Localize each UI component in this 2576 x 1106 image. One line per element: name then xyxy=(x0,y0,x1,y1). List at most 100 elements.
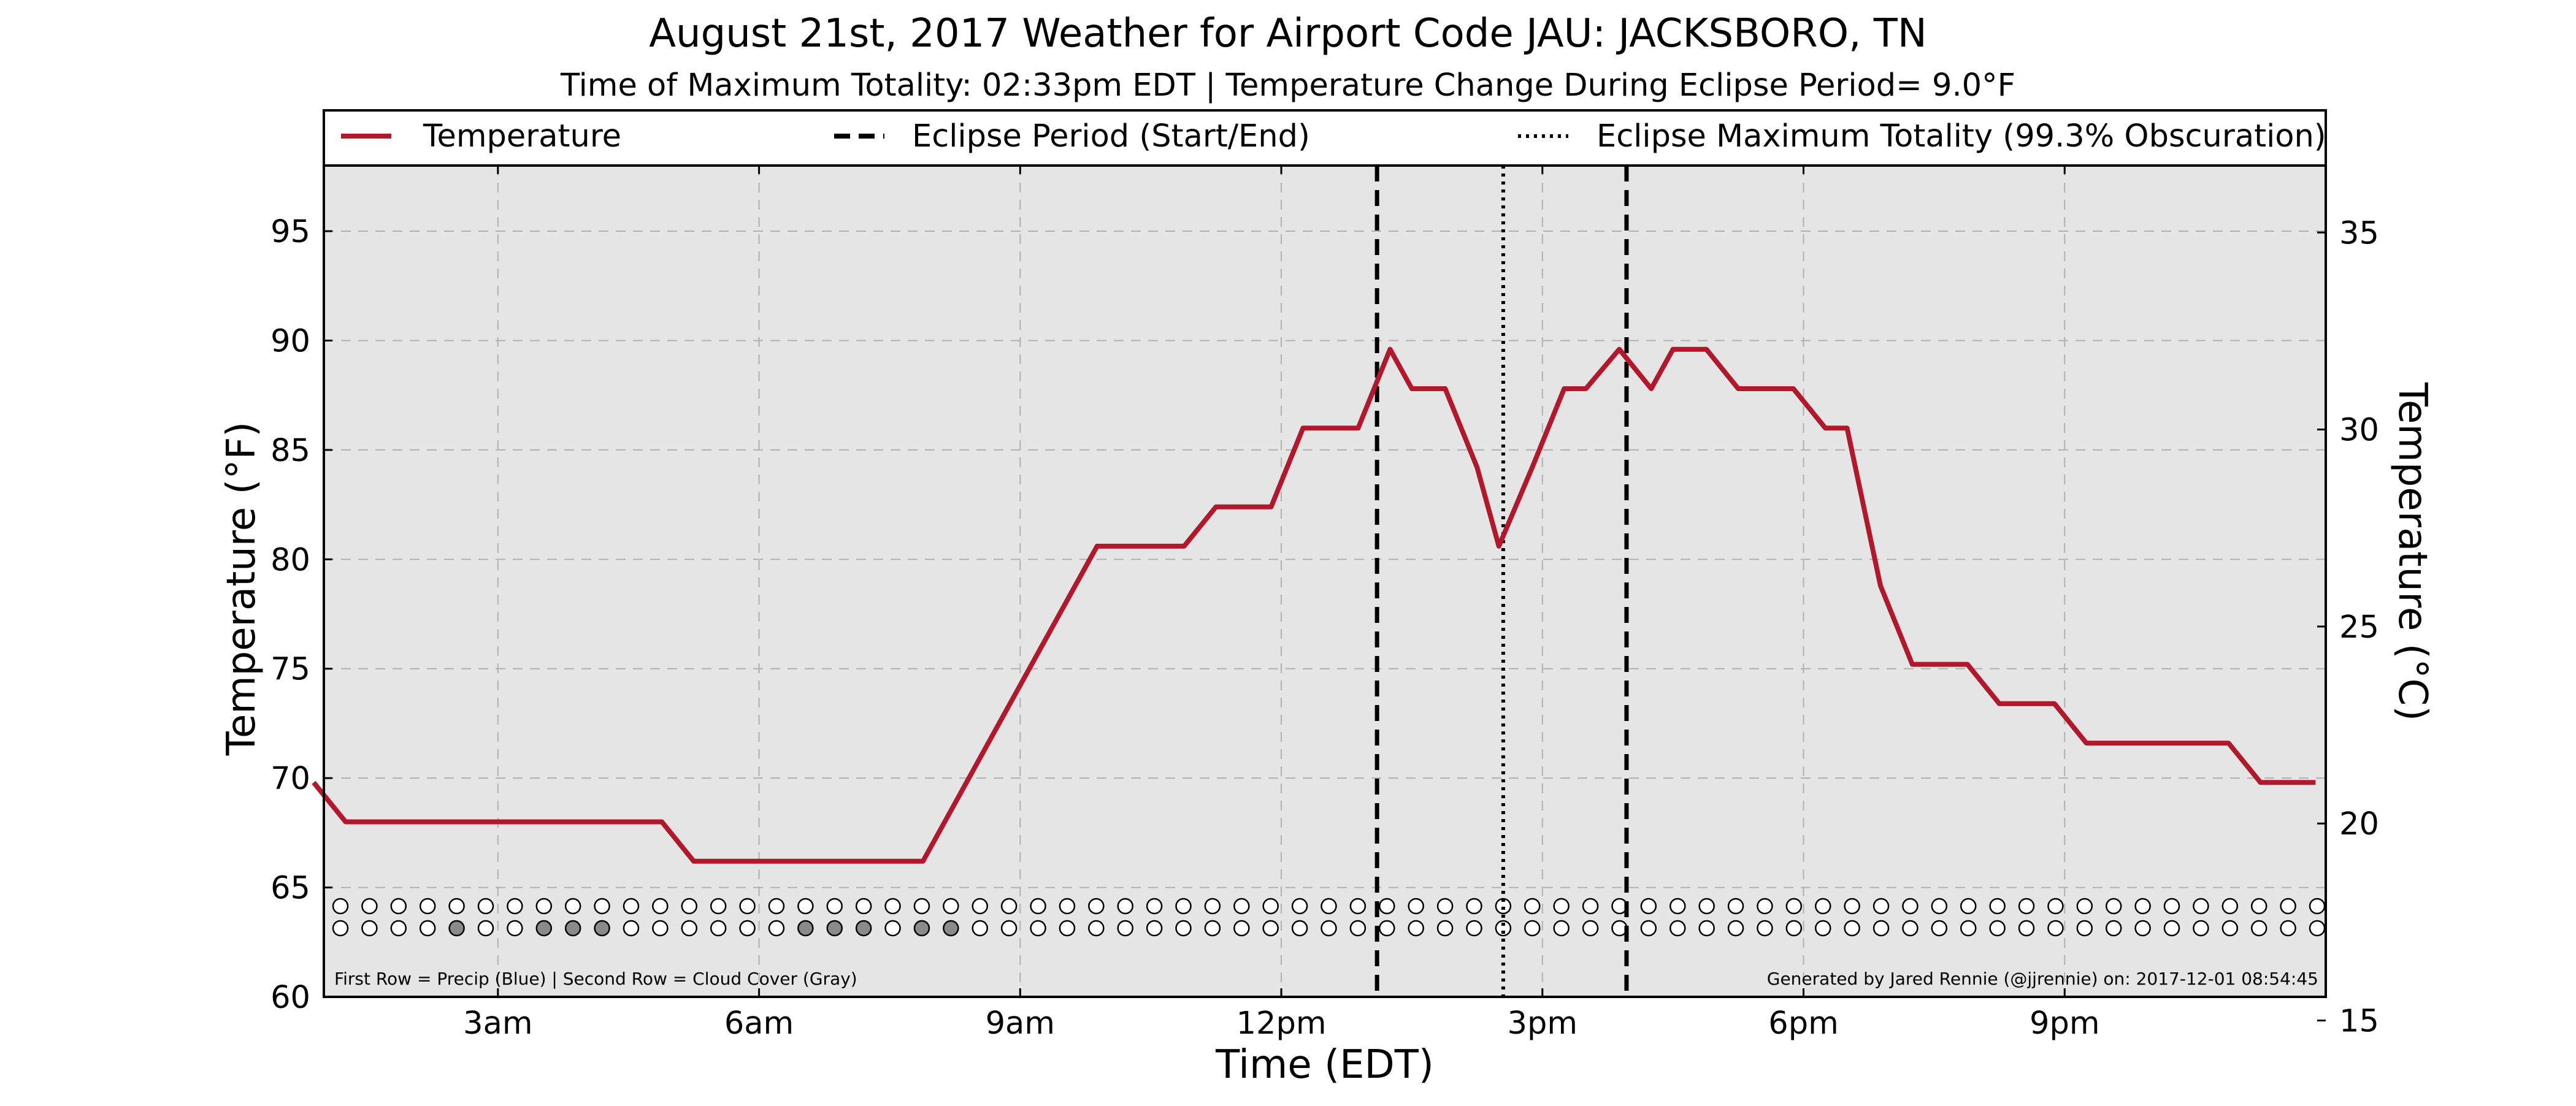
precip-indicator-dot xyxy=(1727,898,1744,915)
cloud-cover-indicator-dot xyxy=(1553,920,1570,937)
precip-indicator-dot xyxy=(332,898,349,915)
cloud-cover-indicator-dot xyxy=(1321,920,1337,937)
precip-indicator-dot xyxy=(972,898,988,915)
cloud-cover-indicator-dot xyxy=(2280,920,2296,937)
cloud-cover-indicator-dot xyxy=(535,920,553,937)
y-tick-label: 85 xyxy=(270,433,310,469)
cloud-cover-indicator-dot xyxy=(1815,920,1831,937)
legend-label: Temperature xyxy=(423,118,621,154)
x-tick-label: 6am xyxy=(724,1005,794,1042)
precip-indicator-dot xyxy=(1321,898,1337,915)
plot-frame xyxy=(323,109,2327,998)
cloud-cover-indicator-dot xyxy=(594,920,610,937)
precip-indicator-dot xyxy=(2221,898,2239,915)
cloud-cover-indicator-dot xyxy=(564,920,581,937)
y-tick-label: 80 xyxy=(270,542,310,578)
precip-indicator-dot xyxy=(564,898,581,915)
precip-indicator-dot xyxy=(1873,898,1890,915)
precip-indicator-dot xyxy=(1785,898,1803,915)
cloud-cover-indicator-dot xyxy=(390,920,407,937)
precip-indicator-dot xyxy=(419,898,436,915)
cloud-cover-indicator-dot xyxy=(1495,920,1512,937)
cloud-cover-indicator-dot xyxy=(2134,920,2151,937)
precip-indicator-dot xyxy=(1059,898,1076,915)
precip-indicator-dot xyxy=(1757,898,1773,915)
cloud-cover-indicator-dot xyxy=(1669,920,1686,937)
cloud-cover-indicator-dot xyxy=(2163,920,2180,937)
precip-indicator-dot xyxy=(507,898,523,915)
cloud-cover-indicator-dot xyxy=(1757,920,1773,937)
cloud-cover-indicator-dot xyxy=(913,920,930,937)
cloud-cover-indicator-dot xyxy=(1727,920,1744,937)
precip-indicator-dot xyxy=(623,898,640,915)
x-tick-label: 12pm xyxy=(1236,1005,1327,1042)
precip-indicator-dot xyxy=(2250,898,2267,915)
precip-indicator-dot xyxy=(1379,898,1395,915)
cloud-cover-indicator-dot xyxy=(884,920,901,937)
cloud-cover-indicator-dot xyxy=(1931,920,1948,937)
series-lines xyxy=(312,346,2316,864)
cloud-cover-indicator-dot xyxy=(507,920,523,937)
precip-indicator-dot xyxy=(1408,898,1424,915)
precip-indicator-dot xyxy=(1960,898,1977,915)
precip-indicator-dot xyxy=(943,898,959,915)
precip-indicator-dot xyxy=(826,898,843,915)
x-tick-label: 3pm xyxy=(1508,1005,1578,1042)
cloud-cover-indicator-dot xyxy=(768,920,785,937)
precip-indicator-dot xyxy=(594,898,610,915)
precip-indicator-dot xyxy=(361,898,378,915)
cloud-cover-indicator-dot xyxy=(477,920,494,937)
precip-indicator-dot xyxy=(1989,898,2006,915)
precip-indicator-dot xyxy=(1815,898,1831,915)
indicator-rows xyxy=(332,898,2326,937)
cloud-cover-indicator-dot xyxy=(1873,920,1890,937)
y-right-tick-label: 30 xyxy=(2339,413,2379,449)
precip-indicator-dot xyxy=(1553,898,1570,915)
cloud-cover-indicator-dot xyxy=(1349,920,1367,937)
legend-label: Eclipse Maximum Totality (99.3% Obscurat… xyxy=(1597,118,2326,154)
cloud-cover-indicator-dot xyxy=(1117,920,1133,937)
cloud-cover-indicator-dot xyxy=(1059,920,1076,937)
cloud-cover-indicator-dot xyxy=(1844,920,1860,937)
cloud-cover-indicator-dot xyxy=(2076,920,2093,937)
cloud-cover-indicator-dot xyxy=(1088,920,1105,937)
cloud-cover-indicator-dot xyxy=(2221,920,2239,937)
cloud-cover-indicator-dot xyxy=(2047,920,2064,937)
y-tick-label: 95 xyxy=(270,214,310,250)
cloud-cover-indicator-dot xyxy=(1960,920,1977,937)
precip-indicator-dot xyxy=(1436,898,1454,915)
cloud-cover-indicator-dot xyxy=(419,920,436,937)
cloud-cover-indicator-dot xyxy=(1030,920,1046,937)
plot-area xyxy=(324,166,2326,997)
cloud-cover-indicator-dot xyxy=(2193,920,2209,937)
precip-indicator-dot xyxy=(477,898,494,915)
precip-indicator-dot xyxy=(1669,898,1686,915)
y-axis-right-label: Temperature (°C) xyxy=(2390,382,2435,721)
chart-subtitle: Time of Maximum Totality: 02:33pm EDT | … xyxy=(560,67,2015,104)
y-tick-label: 70 xyxy=(270,761,310,797)
cloud-cover-indicator-dot xyxy=(739,920,756,937)
grid-lines xyxy=(324,166,2326,997)
precip-indicator-dot xyxy=(884,898,901,915)
precip-indicator-dot xyxy=(1698,898,1715,915)
cloud-cover-indicator-dot xyxy=(2250,920,2267,937)
cloud-cover-indicator-dot xyxy=(681,920,698,937)
cloud-cover-indicator-dot xyxy=(1524,920,1541,937)
legend-label: Eclipse Period (Start/End) xyxy=(912,118,1310,154)
cloud-cover-indicator-dot xyxy=(1902,920,1919,937)
y-axis-ticks: 60 65 70 75 80 85 90 95 xyxy=(270,214,332,1016)
precip-indicator-dot xyxy=(710,898,727,915)
precip-indicator-dot xyxy=(1117,898,1133,915)
y-tick-label: 60 xyxy=(270,980,310,1016)
precip-indicator-dot xyxy=(1349,898,1367,915)
y-tick-label: 75 xyxy=(270,652,310,688)
precip-indicator-dot xyxy=(2047,898,2064,915)
precip-indicator-dot xyxy=(1931,898,1948,915)
legend: Temperature Eclipse Period (Start/End) Ecl… xyxy=(341,118,2326,154)
cloud-cover-indicator-dot xyxy=(652,920,669,937)
x-tick-label: 6pm xyxy=(1768,1005,1839,1042)
precip-indicator-dot xyxy=(855,898,872,915)
cloud-cover-indicator-dot xyxy=(1291,920,1308,937)
